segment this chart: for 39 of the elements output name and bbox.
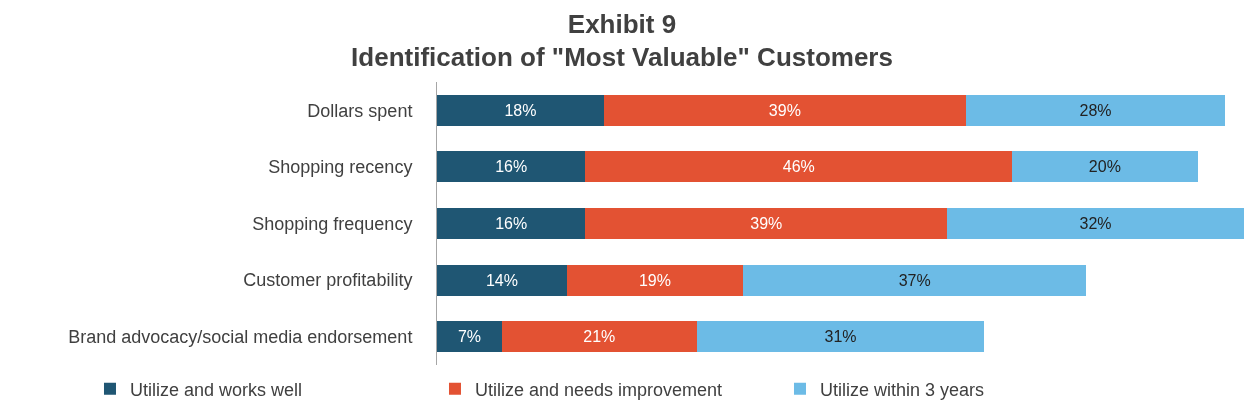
data-label: 32% [1079,215,1112,233]
data-label: 14% [485,271,518,289]
data-label: 37% [898,271,931,289]
data-label: 21% [583,328,616,346]
data-label: 19% [638,271,671,289]
bar [501,321,697,353]
data-label: 20% [1088,158,1121,176]
y-tick-label: Dollars spent [307,100,413,121]
y-tick-label: Brand advocacy/social media endorsement [68,327,413,347]
data-label: 31% [824,328,857,346]
legend-label: Utilize within 3 years [819,379,985,400]
data-label: 18% [504,101,537,119]
data-label: 28% [1079,101,1112,119]
bar [696,321,985,353]
bar [1012,151,1198,183]
chart-title: Exhibit 9 Identification of "Most Valuable" Customers [351,8,893,73]
bar [566,264,744,296]
bar [743,264,1087,296]
bar [585,151,1013,183]
legend-label: Utilize and needs improvement [474,379,723,400]
data-label: 16% [495,215,528,233]
data-label: 39% [750,215,783,233]
bar [437,264,567,296]
bar [585,207,948,240]
legend-label: Utilize and works well [129,379,303,400]
bar [947,207,1244,240]
data-label: 39% [768,101,801,119]
bar [437,94,604,126]
y-tick-label: Shopping frequency [252,213,413,234]
data-label: 46% [782,158,815,176]
data-label: 16% [495,158,528,176]
data-label: 7% [457,328,482,346]
bar [437,207,586,240]
bar [603,94,966,126]
bar [437,321,502,353]
bar [437,151,586,183]
y-tick-label: Shopping recency [268,157,413,178]
y-tick-label: Customer profitability [243,270,413,291]
bar [965,94,1226,126]
